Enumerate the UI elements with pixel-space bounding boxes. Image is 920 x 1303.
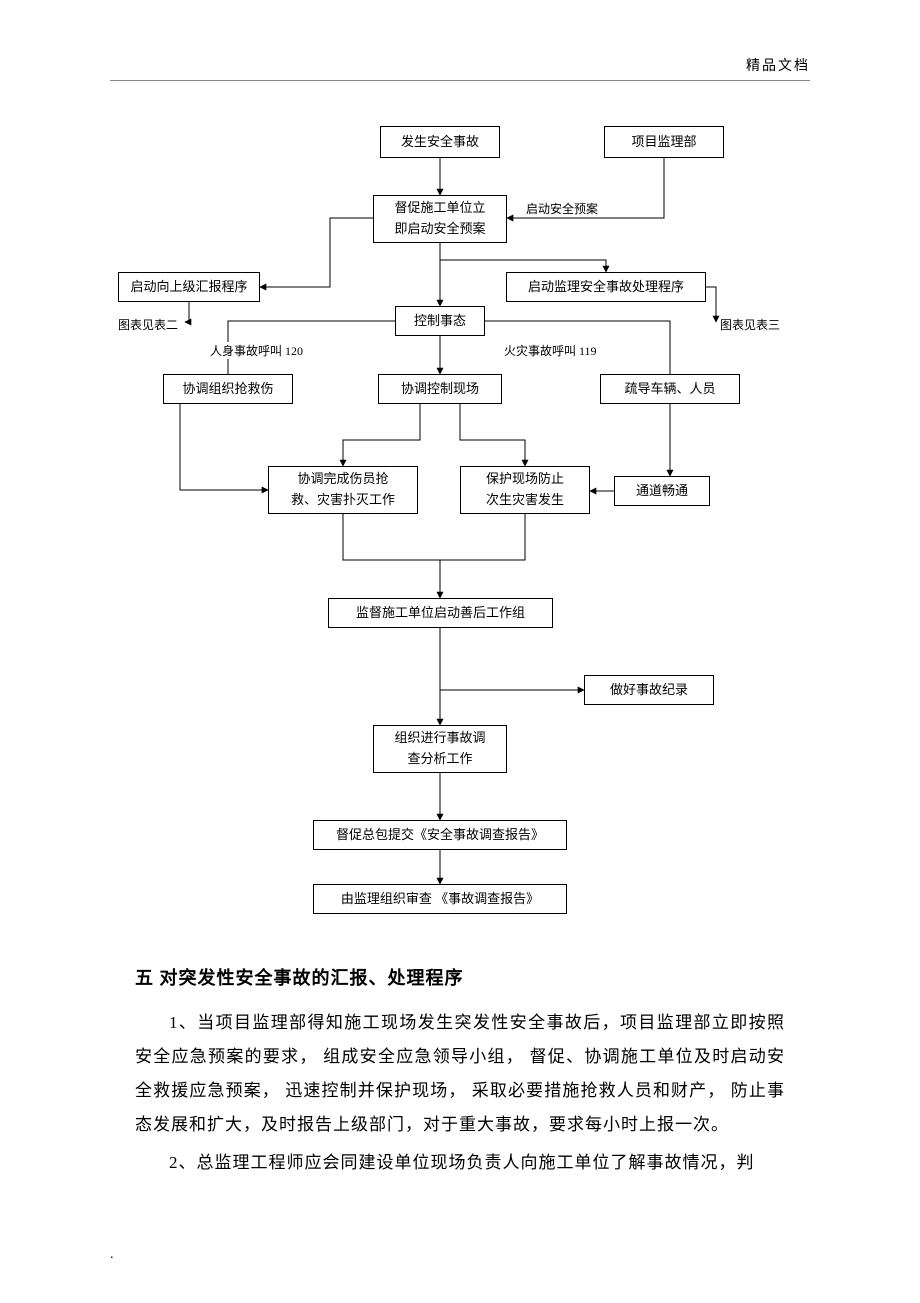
header-label: 精品文档 <box>746 55 810 75</box>
edge-label-table-2: 图表见表二 <box>118 316 178 333</box>
node-submit-report: 督促总包提交《安全事故调查报告》 <box>313 820 567 850</box>
paragraph-1: 1、当项目监理部得知施工现场发生突发性安全事故后，项目监理部立即按照安全应急预案… <box>135 1006 785 1142</box>
node-organize-rescue: 协调组织抢救伤 <box>163 374 293 404</box>
edge-label-table-3: 图表见表三 <box>720 316 780 333</box>
node-control-situation: 控制事态 <box>395 306 485 336</box>
edge-label-call-119: 火灾事故呼叫 119 <box>504 342 597 359</box>
node-channel-clear: 通道畅通 <box>614 476 710 506</box>
header-rule <box>110 80 810 81</box>
node-line: 查分析工作 <box>407 749 472 770</box>
paragraph-2: 2、总监理工程师应会同建设单位现场负责人向施工单位了解事故情况，判 <box>135 1146 785 1180</box>
node-line: 协调完成伤员抢 <box>297 469 388 490</box>
node-line: 组织进行事故调 <box>394 728 485 749</box>
page: 精品文档 发生安全事故 项目监理部 督促施工单位立 即启动安全预案 启动向上级汇… <box>0 0 920 1303</box>
node-handle-procedure: 启动监理安全事故处理程序 <box>506 272 706 302</box>
edge-label-start-plan: 启动安全预案 <box>526 200 598 217</box>
node-protect-scene: 保护现场防止 次生灾害发生 <box>460 466 590 514</box>
node-record: 做好事故纪录 <box>584 675 714 705</box>
section-heading: 五 对突发性安全事故的汇报、处理程序 <box>135 960 785 996</box>
flowchart: 发生安全事故 项目监理部 督促施工单位立 即启动安全预案 启动向上级汇报程序 启… <box>0 120 920 950</box>
body-text: 五 对突发性安全事故的汇报、处理程序 1、当项目监理部得知施工现场发生突发性安全… <box>135 960 785 1184</box>
node-aftermath-group: 监督施工单位启动善后工作组 <box>328 598 553 628</box>
edge-label-call-120: 人身事故呼叫 120 <box>210 342 303 359</box>
node-line: 次生灾害发生 <box>486 490 564 511</box>
node-control-scene: 协调控制现场 <box>378 374 502 404</box>
node-investigate: 组织进行事故调 查分析工作 <box>373 725 507 773</box>
node-report-up: 启动向上级汇报程序 <box>118 272 260 302</box>
node-line: 保护现场防止 <box>486 469 564 490</box>
footer-dot: . <box>110 1247 114 1263</box>
node-line: 即启动安全预案 <box>394 219 485 240</box>
node-review-report: 由监理组织审查 《事故调查报告》 <box>313 884 567 914</box>
node-supervision-dept: 项目监理部 <box>604 126 724 158</box>
node-line: 救、灾害扑灭工作 <box>291 490 395 511</box>
node-accident-occurs: 发生安全事故 <box>380 126 500 158</box>
node-guide-traffic: 疏导车辆、人员 <box>600 374 740 404</box>
node-line: 督促施工单位立 <box>394 198 485 219</box>
node-urge-start-plan: 督促施工单位立 即启动安全预案 <box>373 195 507 243</box>
node-complete-rescue: 协调完成伤员抢 救、灾害扑灭工作 <box>268 466 418 514</box>
